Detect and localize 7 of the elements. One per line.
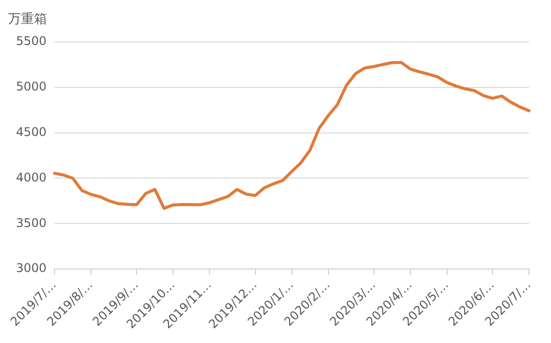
y-tick-label: 4500 [16, 124, 47, 139]
y-tick-label: 4000 [16, 170, 47, 184]
y-axis-title: 万重箱 [8, 11, 47, 28]
y-tick-label: 5500 [16, 34, 47, 48]
y-tick-label: 3500 [16, 216, 47, 230]
y-tick-label: 5000 [16, 80, 47, 94]
y-tick-label: 3000 [16, 261, 47, 276]
